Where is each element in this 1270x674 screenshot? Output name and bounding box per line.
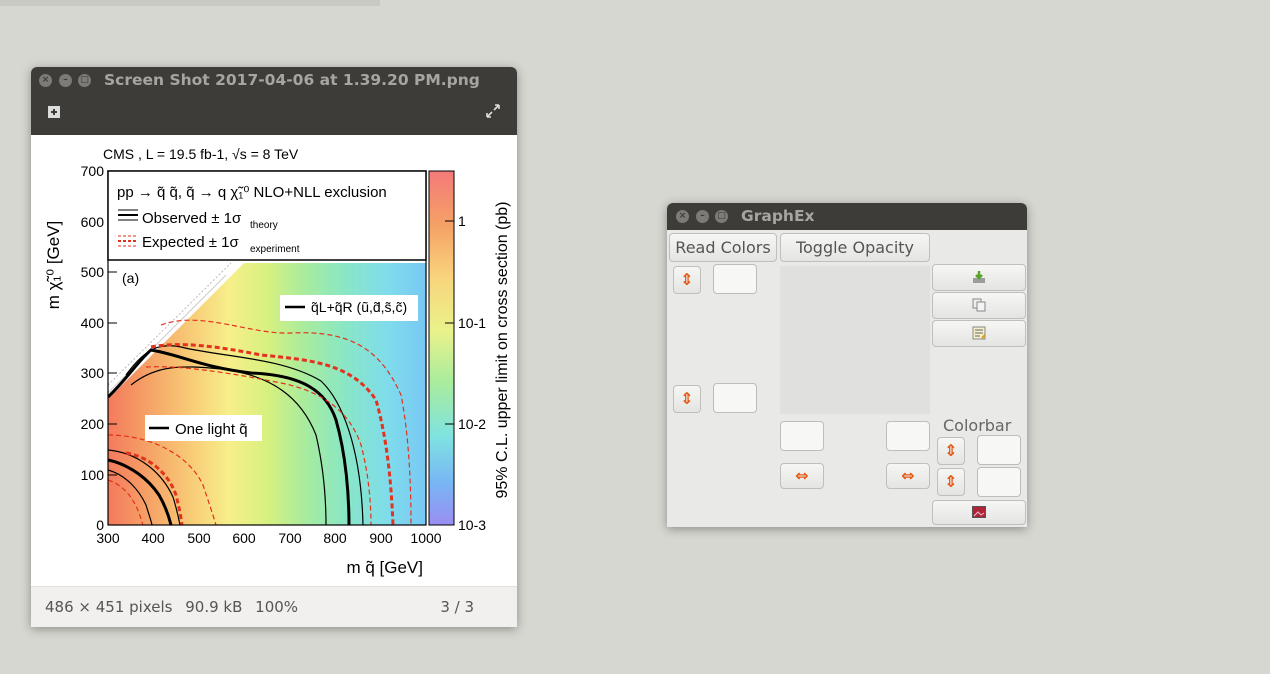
graphex-titlebar[interactable]: × – □ GraphEx (667, 203, 1027, 230)
y-tick-label: 300 (81, 365, 105, 381)
legend-process: pp → q̃ q̃, q̃ → q χ̃₁⁰ NLO+NLL exclusio… (117, 184, 387, 201)
legend-observed-sub: theory (250, 220, 278, 231)
y-tick-label: 400 (81, 315, 105, 331)
minimize-icon[interactable]: – (59, 74, 72, 87)
x-axis-title: m q̃ [GeV] (346, 558, 423, 577)
x-max-pick-button[interactable]: ⇔ (886, 463, 930, 489)
colorbar-top-field[interactable] (977, 435, 1021, 465)
save-button[interactable] (932, 264, 1026, 291)
add-icon[interactable] (42, 103, 66, 127)
y-tick-label: 200 (81, 416, 105, 432)
legend-observed: Observed ± 1σ (142, 210, 242, 227)
desktop-shadow-strip (0, 0, 380, 6)
colorbar-top-pick-button[interactable]: ⇕ (937, 437, 965, 465)
x-tick-label: 1000 (410, 530, 441, 546)
vertical-arrows-icon: ⇕ (680, 389, 694, 408)
label-multi-squark: q̃L+q̃R (ũ,d̃,s̃,c̃) (311, 299, 407, 315)
z-tick-label: 1 (458, 213, 466, 229)
y-tick-label: 700 (81, 163, 105, 179)
x-tick-label: 400 (141, 530, 165, 546)
image-display: 0 100 200 300 400 500 600 700 300 400 50… (31, 135, 517, 586)
vertical-arrows-icon: ⇕ (944, 472, 958, 491)
y-tick-label: 100 (81, 467, 105, 483)
status-dimensions: 486 × 451 pixels (45, 598, 173, 616)
x-tick-label: 300 (96, 530, 120, 546)
status-zoom: 100% (255, 598, 299, 616)
toggle-opacity-button[interactable]: Toggle Opacity (780, 233, 930, 262)
z-colorbar (428, 170, 455, 526)
y-tick-label: 0 (96, 517, 104, 533)
image-icon (972, 506, 986, 518)
x-min-pick-button[interactable]: ⇔ (780, 463, 824, 489)
download-icon (973, 271, 985, 283)
x-tick-label: 500 (187, 530, 211, 546)
legend-expected-sub: experiment (250, 244, 300, 255)
copy-icon (972, 298, 986, 312)
copy-button[interactable] (932, 292, 1026, 319)
figure-header: CMS , L = 19.5 fb-1, √s = 8 TeV (103, 146, 299, 162)
y-min-field[interactable] (713, 383, 757, 413)
colorbar-bottom-field[interactable] (977, 467, 1021, 497)
y-tick-label: 500 (81, 264, 105, 280)
image-viewer-window: × – □ Screen Shot 2017-04-06 at 1.39.20 … (31, 67, 517, 627)
fullscreen-icon[interactable] (481, 103, 505, 127)
z-axis-title: 95% C.L. upper limit on cross section (p… (494, 201, 511, 498)
maximize-icon[interactable]: □ (78, 74, 91, 87)
viewer-title: Screen Shot 2017-04-06 at 1.39.20 PM.png (104, 71, 480, 89)
z-tick-label: 10-3 (458, 517, 486, 533)
maximize-icon[interactable]: □ (715, 210, 728, 223)
graphex-window: × – □ GraphEx Read Colors Toggle Opacity… (667, 203, 1027, 527)
x-tick-label: 900 (369, 530, 393, 546)
horizontal-arrows-icon: ⇔ (901, 466, 915, 485)
x-min-field[interactable] (780, 421, 824, 451)
legend-expected: Expected ± 1σ (142, 234, 239, 251)
colorbar-bottom-pick-button[interactable]: ⇕ (937, 468, 965, 496)
y-max-field[interactable] (713, 264, 757, 294)
edit-icon (972, 326, 986, 340)
edit-button[interactable] (932, 320, 1026, 347)
viewer-titlebar[interactable]: × – □ Screen Shot 2017-04-06 at 1.39.20 … (31, 67, 517, 135)
colorbar-label: Colorbar (943, 416, 1012, 435)
export-image-button[interactable] (932, 500, 1026, 525)
horizontal-arrows-icon: ⇔ (795, 466, 809, 485)
preview-panel (780, 266, 930, 414)
y-max-pick-button[interactable]: ⇕ (673, 266, 701, 294)
y-tick-label: 600 (81, 214, 105, 230)
cms-exclusion-figure: 0 100 200 300 400 500 600 700 300 400 50… (44, 146, 511, 577)
legend-box (107, 170, 427, 261)
y-min-pick-button[interactable]: ⇕ (673, 385, 701, 413)
read-colors-button[interactable]: Read Colors (669, 233, 777, 262)
z-tick-label: 10-1 (458, 315, 486, 331)
z-tick-label: 10-2 (458, 416, 486, 432)
panel-label: (a) (122, 270, 139, 286)
minimize-icon[interactable]: – (696, 210, 709, 223)
vertical-arrows-icon: ⇕ (680, 270, 694, 289)
graphex-title: GraphEx (741, 207, 815, 225)
y-axis-title: m χ̃₁⁰ [GeV] (44, 221, 63, 310)
x-tick-label: 700 (278, 530, 302, 546)
vertical-arrows-icon: ⇕ (944, 441, 958, 460)
close-icon[interactable]: × (39, 74, 52, 87)
label-single-squark: One light q̃ (175, 421, 248, 438)
viewer-statusbar: 486 × 451 pixels 90.9 kB 100% 3 / 3 (31, 586, 517, 627)
status-filesize: 90.9 kB (185, 598, 243, 616)
x-tick-label: 800 (323, 530, 347, 546)
close-icon[interactable]: × (676, 210, 689, 223)
x-tick-label: 600 (232, 530, 256, 546)
x-max-field[interactable] (886, 421, 930, 451)
status-page-counter: 3 / 3 (440, 598, 474, 616)
